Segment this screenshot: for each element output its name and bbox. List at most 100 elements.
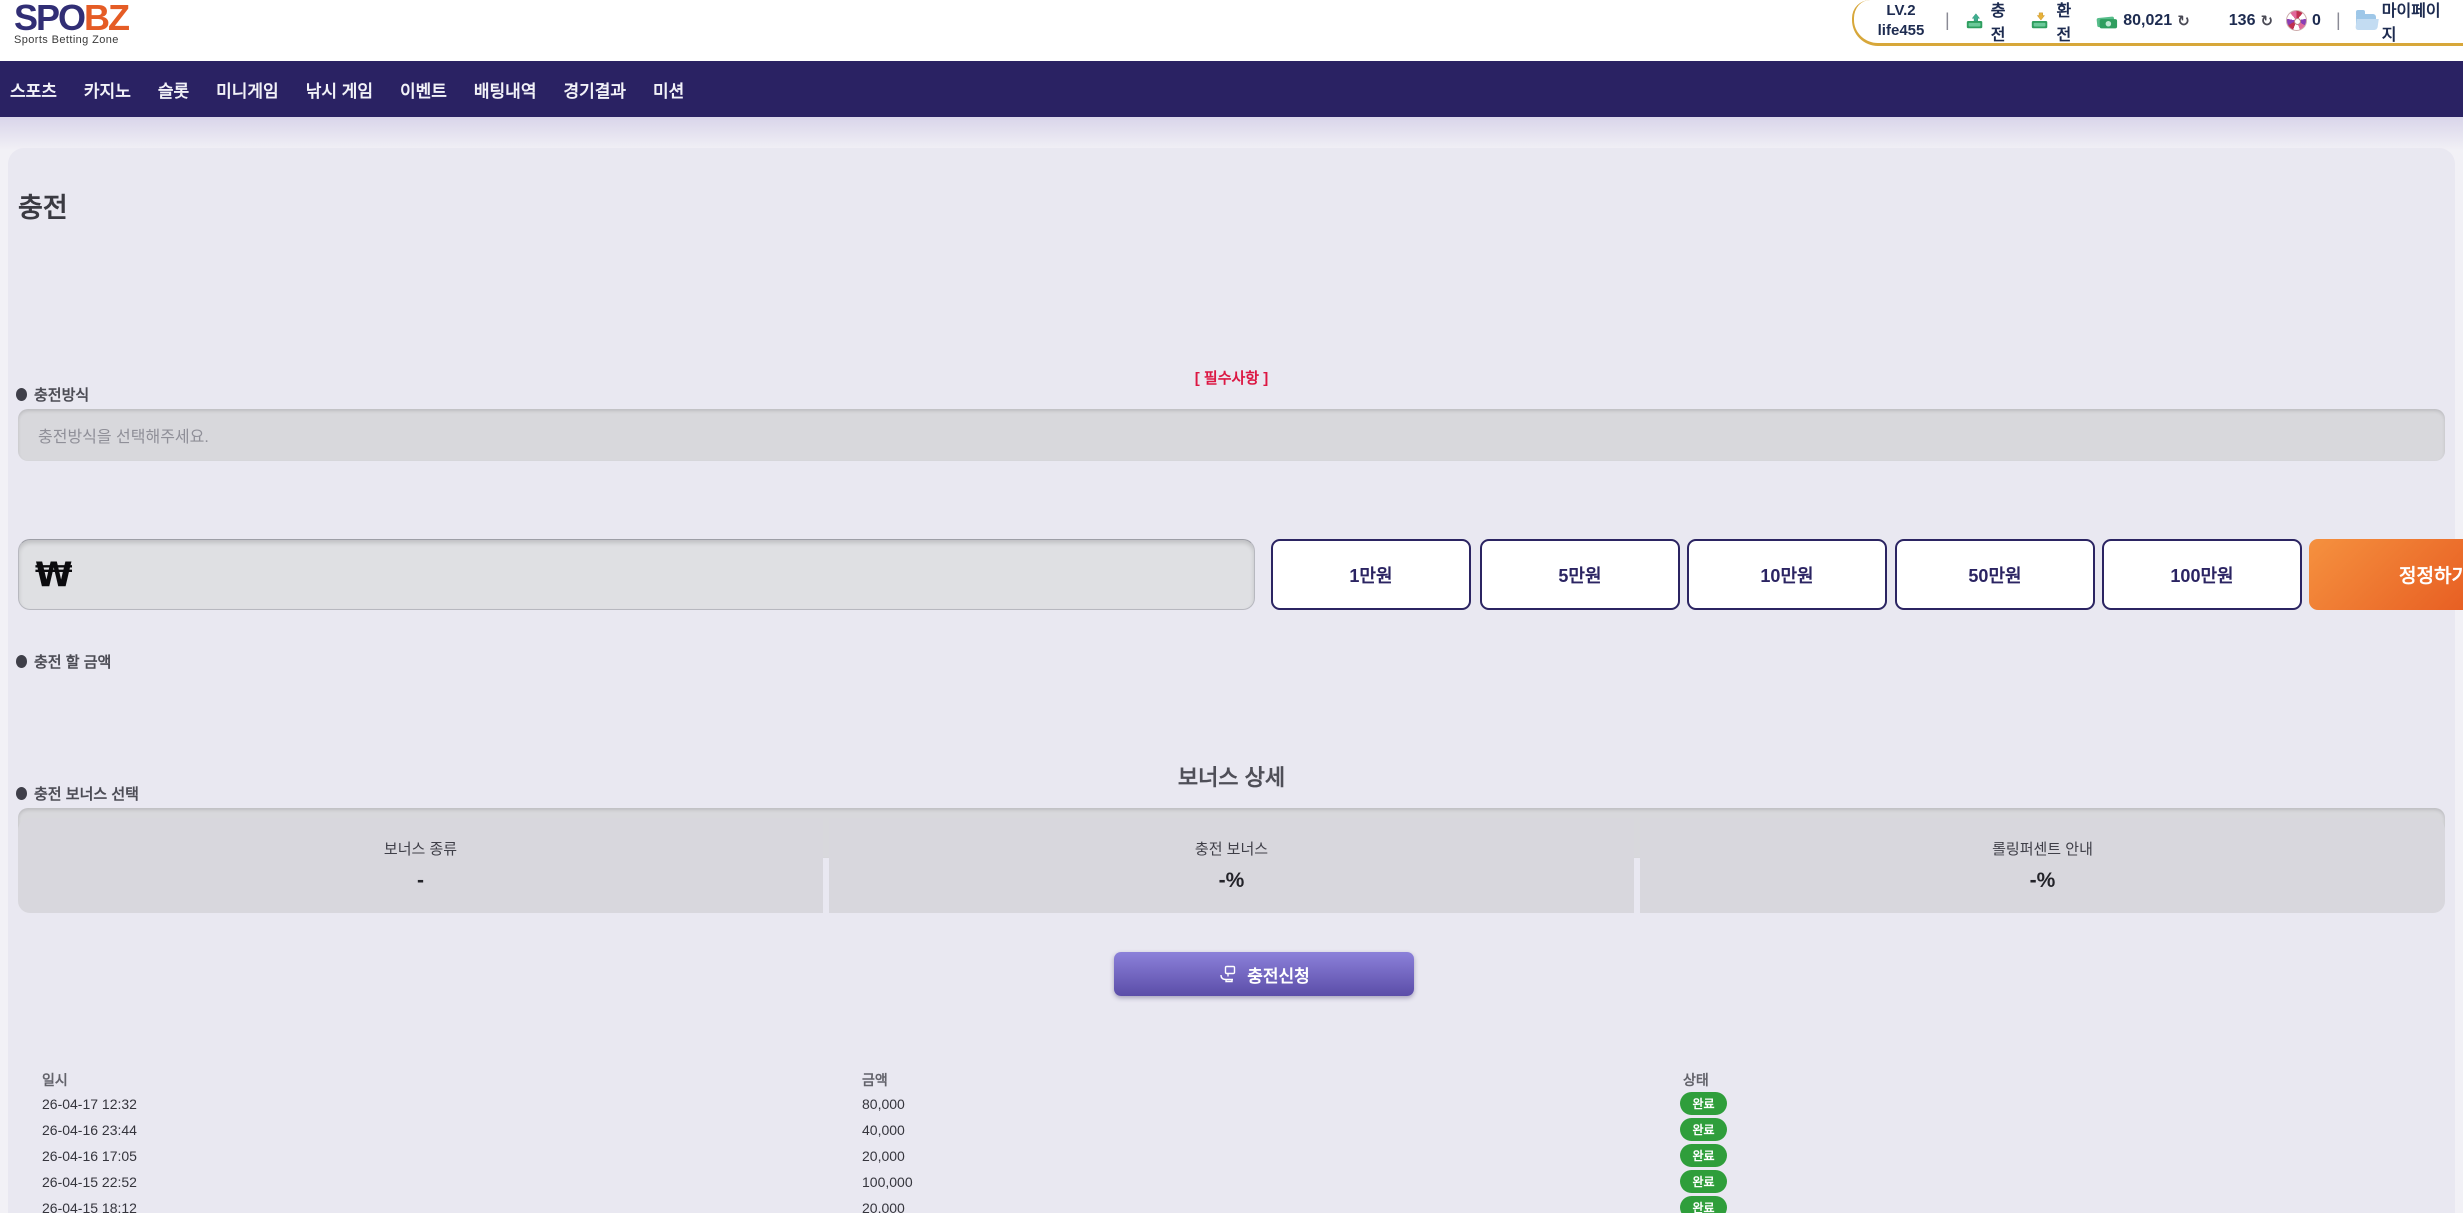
nav-gradient-strip xyxy=(0,117,2463,151)
method-label-text: 충전방식 xyxy=(34,387,90,404)
history-amount: 80,000 xyxy=(862,1096,905,1112)
quick-amount-10k-button[interactable]: 1만원 xyxy=(1271,539,1471,610)
history-date: 26-04-15 22:52 xyxy=(42,1174,137,1190)
nav-item-mission[interactable]: 미션 xyxy=(653,81,685,101)
folder-icon xyxy=(2355,9,2376,30)
exchange-money-down-icon xyxy=(2032,12,2048,28)
amount-section-label: 충전 할 금액 xyxy=(16,651,111,672)
required-notice: [ 필수사항 ] xyxy=(1194,370,1269,387)
history-date: 26-04-15 18:12 xyxy=(42,1200,137,1213)
top-header: SPOBZ Sports Betting Zone LV.2 life455 |… xyxy=(0,0,2463,61)
method-section-label: 충전방식 xyxy=(16,384,89,405)
logo-part-spo: SPO xyxy=(14,0,86,38)
nav-item-fishing-game[interactable]: 낚시 게임 xyxy=(305,81,373,101)
header-divider: | xyxy=(1945,10,1950,30)
user-level: LV.2 xyxy=(1886,2,1916,19)
point-refresh-icon[interactable]: ↻ xyxy=(2260,11,2274,30)
bullet-icon xyxy=(16,388,27,401)
cash-balance-group: 80,021 ↻ xyxy=(2096,11,2190,31)
nav-item-event[interactable]: 이벤트 xyxy=(399,81,447,101)
mypage-link-label: 마이페이지 xyxy=(2381,2,2441,44)
wheel-balance-value: 0 xyxy=(2312,11,2321,29)
history-amount: 100,000 xyxy=(862,1174,913,1190)
deposit-panel: 충전 충전방식 충전방식을 선택해주세요. [ 필수사항 ] 충전 관련하여 궁… xyxy=(8,148,2463,1213)
bullet-icon xyxy=(16,787,27,800)
rp-badge-icon: RP xyxy=(2207,15,2220,26)
submit-deposit-button[interactable]: 충전신청 xyxy=(1114,952,1414,996)
history-date: 26-04-16 23:44 xyxy=(42,1122,137,1138)
point-balance-group: RP 136 ↻ xyxy=(2203,10,2273,31)
history-date: 26-04-17 12:32 xyxy=(42,1096,137,1112)
quick-amount-50k-button[interactable]: 5만원 xyxy=(1480,539,1680,610)
nav-item-game-results[interactable]: 경기결과 xyxy=(563,81,627,101)
logo-part-bz: BZ xyxy=(84,0,130,38)
deposit-link-label: 충전 xyxy=(1990,2,2006,44)
method-select-placeholder: 충전방식을 선택해주세요. xyxy=(38,429,209,446)
deposit-link[interactable]: 충전 xyxy=(1965,0,2018,45)
hand-card-icon xyxy=(1220,965,1236,983)
status-badge: 완료 xyxy=(1680,1170,1727,1193)
history-col-amount: 금액 xyxy=(862,1072,888,1088)
roulette-wheel-icon xyxy=(2286,10,2308,31)
nav-item-minigame[interactable]: 미니게임 xyxy=(216,81,279,101)
rolling-percent-value: -% xyxy=(2029,869,2056,892)
bonus-type-cell: 보너스 종류 - xyxy=(18,818,823,913)
deposit-money-up-icon xyxy=(1966,12,1982,28)
quick-amount-100k-button[interactable]: 10만원 xyxy=(1687,539,1887,610)
submit-deposit-label: 충전신청 xyxy=(1247,966,1310,986)
nav-item-sports[interactable]: 스포츠 xyxy=(10,81,57,101)
quick-amount-500k-button[interactable]: 50만원 xyxy=(1895,539,2095,610)
bonus-rate-cell: 충전 보너스 -% xyxy=(829,818,1634,913)
amount-input-box: ₩ xyxy=(18,539,1255,610)
history-amount: 20,000 xyxy=(862,1148,905,1164)
history-col-date: 일시 xyxy=(42,1072,68,1088)
logo-text: SPOBZ xyxy=(14,0,130,38)
bonus-rate-value: -% xyxy=(1218,869,1245,892)
logo-tagline: Sports Betting Zone xyxy=(14,34,119,46)
cash-bills-icon xyxy=(2096,16,2118,28)
rolling-percent-cell: 롤링퍼센트 안내 -% xyxy=(1640,818,2445,913)
amount-row: ₩ 1만원 5만원 10만원 50만원 100만원 정정하기 xyxy=(18,539,2463,610)
brand-logo[interactable]: SPOBZ Sports Betting Zone xyxy=(14,0,130,46)
history-col-status: 상태 xyxy=(1683,1072,1709,1088)
status-badge: 완료 xyxy=(1680,1144,1727,1167)
point-balance-value: 136 xyxy=(2228,11,2256,29)
main-nav: 스포츠 카지노 슬롯 미니게임 낚시 게임 이벤트 배팅내역 경기결과 미션 xyxy=(0,61,2463,117)
history-amount: 40,000 xyxy=(862,1122,905,1138)
mypage-link[interactable]: 마이페이지 xyxy=(2355,0,2449,45)
bonus-section-label: 충전 보너스 선택 xyxy=(16,783,139,804)
user-level-box[interactable]: LV.2 life455 xyxy=(1872,1,1930,40)
header-divider-2: | xyxy=(2335,10,2341,30)
user-info-bar: LV.2 life455 | 충전 환전 xyxy=(1852,0,2463,46)
user-name: life455 xyxy=(1877,21,1925,39)
status-badge: 완료 xyxy=(1680,1092,1727,1115)
cash-refresh-icon[interactable]: ↻ xyxy=(2177,11,2190,30)
method-select[interactable]: 충전방식을 선택해주세요. xyxy=(18,409,2445,461)
bonus-detail-table: 보너스 종류 - 충전 보너스 -% 롤링퍼센트 안내 -% xyxy=(18,818,2445,913)
amount-input[interactable] xyxy=(82,544,1238,605)
wheel-balance-group: 0 xyxy=(2286,10,2321,31)
cash-balance-value: 80,021 xyxy=(2123,11,2173,29)
bullet-icon xyxy=(16,655,27,668)
quick-amount-1m-button[interactable]: 100만원 xyxy=(2102,539,2302,610)
amount-label-text: 충전 할 금액 xyxy=(34,654,112,671)
rolling-percent-header: 롤링퍼센트 안내 xyxy=(1992,841,2093,858)
nav-item-slots[interactable]: 슬롯 xyxy=(157,81,190,101)
history-amount: 20,000 xyxy=(862,1200,905,1213)
status-badge: 완료 xyxy=(1680,1196,1727,1213)
bonus-type-value: - xyxy=(417,869,424,892)
nav-item-betting-history[interactable]: 배팅내역 xyxy=(473,81,537,101)
status-badge: 완료 xyxy=(1680,1118,1727,1141)
history-date: 26-04-16 17:05 xyxy=(42,1148,137,1164)
bonus-label-text: 충전 보너스 선택 xyxy=(34,786,139,803)
exchange-link-label: 환전 xyxy=(2056,2,2072,44)
clear-amount-button[interactable]: 정정하기 xyxy=(2309,539,2463,610)
bonus-detail-title: 보너스 상세 xyxy=(1177,765,1286,790)
nav-item-casino[interactable]: 카지노 xyxy=(83,81,131,101)
bonus-type-header: 보너스 종류 xyxy=(383,841,458,858)
exchange-link[interactable]: 환전 xyxy=(2030,0,2083,45)
page-title: 충전 xyxy=(18,193,68,223)
won-currency-icon: ₩ xyxy=(35,554,73,595)
bonus-rate-header: 충전 보너스 xyxy=(1194,841,1269,858)
